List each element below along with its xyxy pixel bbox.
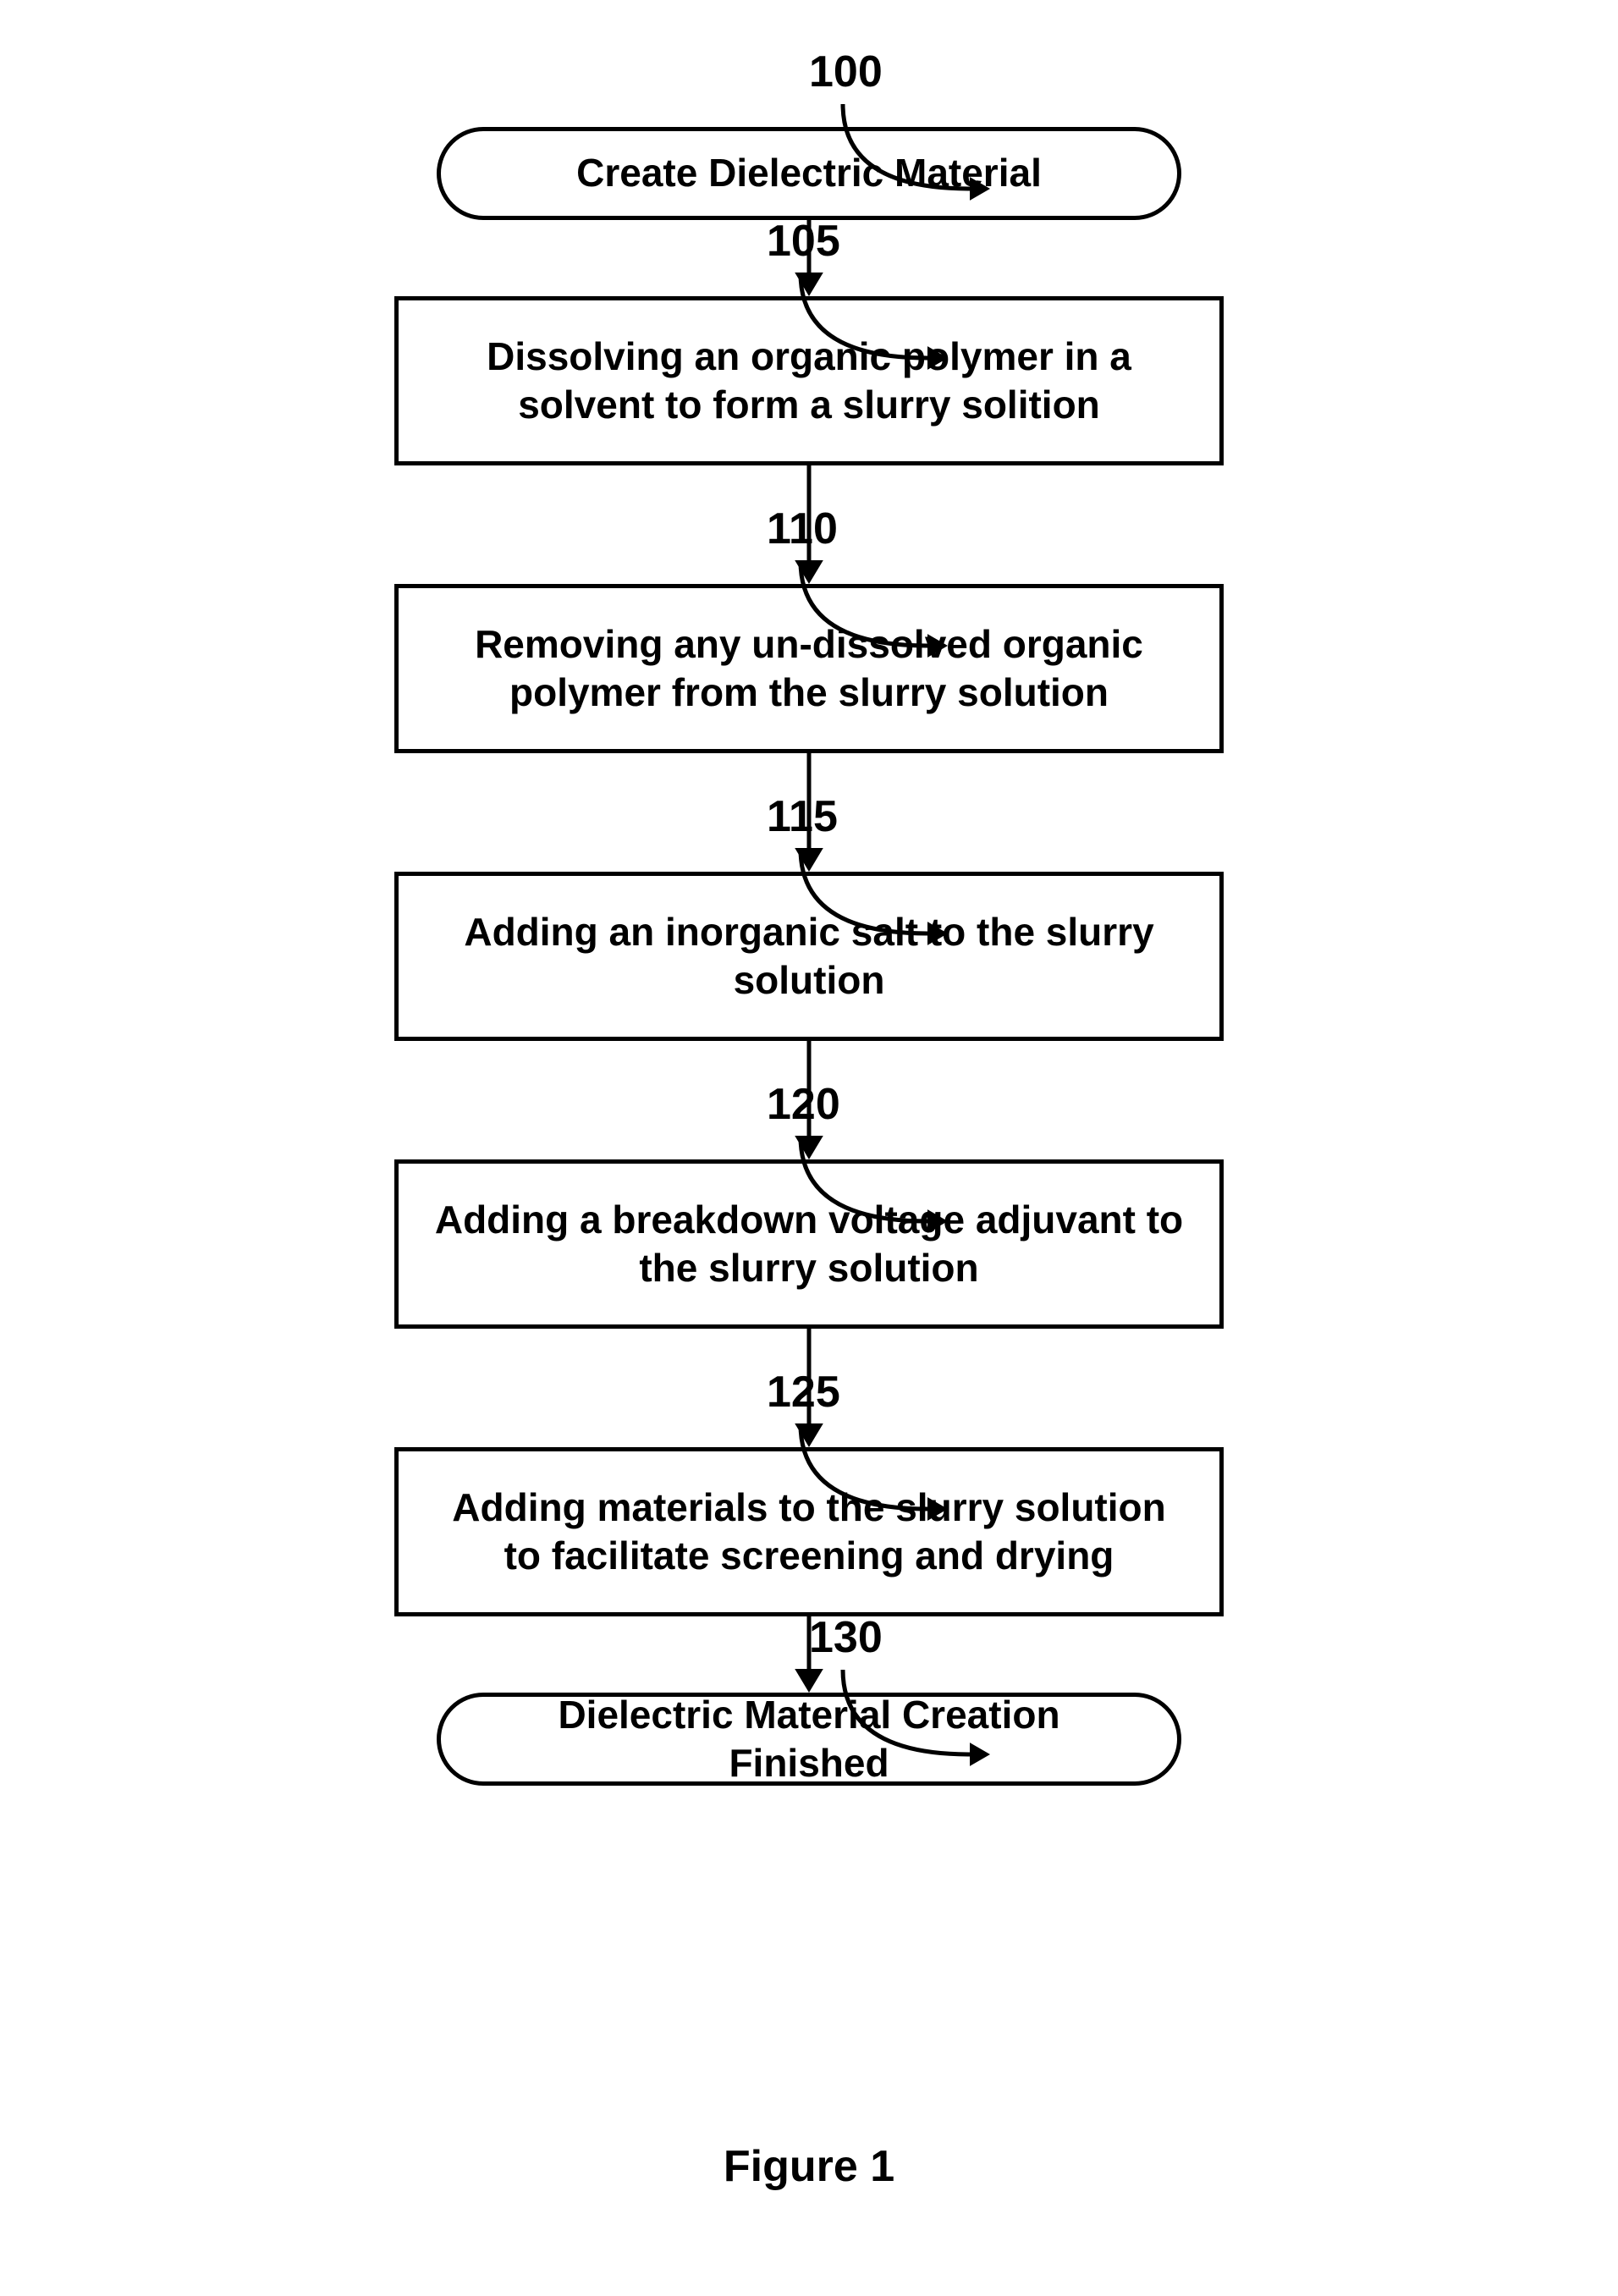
flow-step: 130Dielectric Material Creation Finished (301, 1693, 1317, 1786)
flow-step: 105Dissolving an organic polymer in a so… (301, 296, 1317, 465)
step-number-label: 110 (767, 504, 838, 554)
flow-step: 115Adding an inorganic salt to the slurr… (301, 872, 1317, 1041)
callout-arrow (758, 1128, 978, 1272)
callout-arrow (758, 1416, 978, 1560)
flow-step: 100Create Dielectric Material (301, 127, 1317, 220)
callout-arrow (758, 840, 978, 984)
step-number-label: 100 (809, 47, 883, 97)
flowchart: 100Create Dielectric Material 105Dissolvi… (301, 127, 1317, 1786)
callout-arrow (758, 553, 978, 697)
figure-caption: Figure 1 (724, 2141, 894, 2192)
step-number-label: 105 (767, 216, 840, 267)
page: 100Create Dielectric Material 105Dissolvi… (0, 0, 1618, 2296)
callout-arrow (801, 1661, 1021, 1805)
callout-arrow (758, 265, 978, 409)
step-number-label: 120 (767, 1079, 840, 1130)
flow-step: 125Adding materials to the slurry soluti… (301, 1447, 1317, 1616)
step-number-label: 115 (767, 791, 838, 842)
flow-step: 110Removing any un-dissolved organic pol… (301, 584, 1317, 753)
step-number-label: 130 (809, 1612, 883, 1663)
flow-step: 120Adding a breakdown voltage adjuvant t… (301, 1159, 1317, 1329)
step-number-label: 125 (767, 1367, 840, 1418)
